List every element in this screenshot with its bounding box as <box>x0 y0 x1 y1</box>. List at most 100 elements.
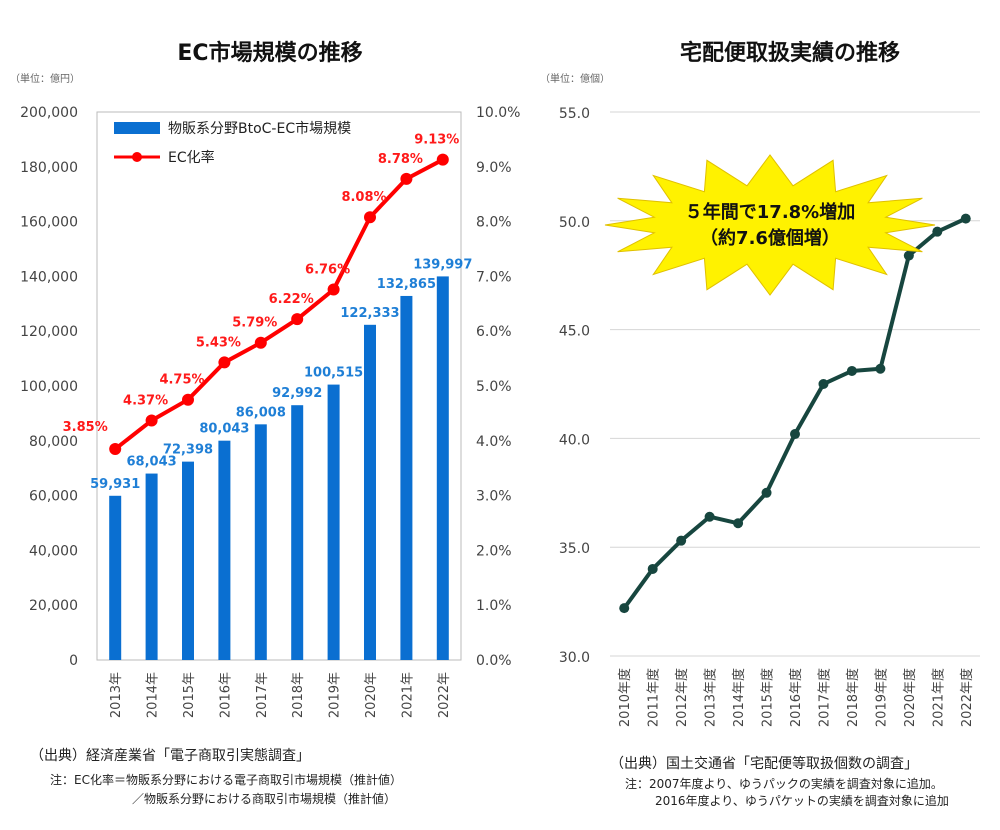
parcel-tick-label: 40.0 <box>559 432 590 448</box>
ec-rate-point <box>182 393 194 406</box>
legend-line-marker <box>132 152 142 162</box>
ec-plot-area <box>96 111 462 661</box>
parcel-note-1: 注：2007年度より、ゆうパックの実績を調査対象に追加。 <box>625 776 943 791</box>
parcel-source: （出典）国土交通省「宅配便等取扱個数の調査」 <box>610 755 918 772</box>
left-tick-label: 80,000 <box>29 434 78 450</box>
parcel-tick-label: 35.0 <box>559 541 590 557</box>
ec-rate-value: 8.08% <box>341 190 386 205</box>
right-tick-label: 9.0% <box>476 160 512 176</box>
ec-rate-value: 5.79% <box>232 316 277 331</box>
parcel-point <box>932 226 943 237</box>
burst-shape <box>604 154 936 296</box>
ec-bar <box>436 276 449 660</box>
ec-bar <box>145 473 158 660</box>
ec-market-chart: EC市場規模の推移 （単位：億円） 0 20,000 40,000 60,000 80,… <box>10 40 520 806</box>
parcel-point <box>875 363 886 374</box>
parcel-point <box>846 365 857 376</box>
left-tick-label: 20,000 <box>29 598 78 614</box>
ec-rate-value: 6.76% <box>305 263 350 278</box>
ec-left-axis: 0 20,000 40,000 60,000 80,000 100,000 120,000 1… <box>20 105 78 669</box>
parcel-point <box>676 535 687 546</box>
ec-bar <box>364 324 376 660</box>
burst-line-1: ５年間で17.8%増加 <box>685 201 855 223</box>
right-tick-label: 8.0% <box>476 215 512 231</box>
ec-rate-value: 9.13% <box>414 133 459 148</box>
ec-rate-point <box>436 153 449 166</box>
ec-x-tick: 2014年 <box>146 672 161 718</box>
parcel-point <box>903 250 914 261</box>
parcel-point <box>647 563 658 574</box>
left-tick-label: 0 <box>69 653 78 669</box>
ec-rate-point <box>364 211 376 224</box>
parcel-chart: 宅配便取扱実績の推移 （単位：億個） 30.0 35.0 40.0 45.0 50.0 5… <box>540 40 980 808</box>
left-tick-label: 40,000 <box>29 543 78 559</box>
burst-line-2: （約7.6億個増） <box>700 227 840 249</box>
ec-unit-label: （単位：億円） <box>10 72 80 85</box>
parcel-x-tick: 2015年度 <box>760 668 776 727</box>
parcel-point <box>733 518 744 529</box>
ec-bar <box>400 295 413 660</box>
parcel-note-2: 2016年度より、ゆうパケットの実績を調査対象に追加 <box>655 793 949 808</box>
ec-rate-point <box>254 336 267 349</box>
parcel-x-tick: 2010年度 <box>617 668 633 727</box>
ec-rate-polyline <box>113 157 444 451</box>
ec-x-tick: 2020年 <box>364 672 379 718</box>
left-tick-label: 180,000 <box>20 160 78 176</box>
parcel-x-tick: 2021年度 <box>930 668 946 727</box>
parcel-tick-label: 45.0 <box>559 324 590 340</box>
ec-bar-value: 86,008 <box>236 405 286 420</box>
left-tick-label: 200,000 <box>20 105 78 121</box>
parcel-tick-label: 30.0 <box>559 650 590 666</box>
parcel-polyline <box>622 216 967 610</box>
left-tick-label: 60,000 <box>29 489 78 505</box>
ec-rate-value: 3.85% <box>63 420 108 435</box>
ec-bar-value: 132,865 <box>377 277 436 292</box>
ec-x-axis: 2013年 2014年 2015年 2016年 2017年 2018年 2019年 2020年… <box>109 672 452 718</box>
ec-x-tick: 2021年 <box>400 672 415 718</box>
left-tick-label: 160,000 <box>20 215 78 231</box>
parcel-x-tick: 2014年度 <box>731 668 747 727</box>
ec-x-tick: 2018年 <box>291 672 306 718</box>
ec-x-tick: 2019年 <box>328 672 343 718</box>
ec-rate-point <box>327 283 340 296</box>
ec-x-tick: 2015年 <box>182 672 197 718</box>
parcel-point <box>818 379 829 389</box>
ec-x-tick: 2016年 <box>218 672 233 718</box>
ec-bar <box>254 424 267 660</box>
parcel-tick-label: 55.0 <box>559 106 590 122</box>
ec-bar-value: 92,992 <box>272 386 322 401</box>
ec-bar <box>182 461 194 660</box>
legend-bar-label: 物販系分野BtoC-EC市場規模 <box>168 120 351 137</box>
ec-rate-point <box>291 313 304 326</box>
ec-bar <box>218 440 231 660</box>
parcel-chart-title: 宅配便取扱実績の推移 <box>680 40 900 66</box>
ec-bar <box>327 384 340 660</box>
ec-bar-value: 59,931 <box>90 477 140 492</box>
ec-bar-value: 72,398 <box>163 443 213 458</box>
parcel-x-tick: 2012年度 <box>674 668 690 727</box>
ec-source: （出典）経済産業省「電子商取引実態調査」 <box>30 748 310 764</box>
parcel-point <box>704 511 715 522</box>
ec-note-1: 注：EC化率＝物販系分野における電子商取引市場規模（推計値） <box>50 772 402 787</box>
parcel-x-tick: 2022年度 <box>959 668 975 727</box>
ec-rate-point <box>400 172 413 185</box>
right-tick-label: 1.0% <box>476 598 512 614</box>
right-tick-label: 6.0% <box>476 324 512 340</box>
right-tick-label: 2.0% <box>476 543 512 559</box>
right-tick-label: 10.0% <box>476 105 520 121</box>
ec-rate-value: 6.22% <box>269 292 314 307</box>
parcel-y-axis: 30.0 35.0 40.0 45.0 50.0 55.0 <box>559 106 590 666</box>
growth-burst: ５年間で17.8%増加 （約7.6億個増） <box>604 154 936 296</box>
ec-rate-value: 8.78% <box>378 152 423 167</box>
parcel-x-tick: 2017年度 <box>816 668 832 727</box>
ec-legend: 物販系分野BtoC-EC市場規模 EC化率 <box>114 120 351 166</box>
parcel-line <box>619 213 971 614</box>
ec-rate-value: 5.43% <box>196 335 241 350</box>
ec-rate-value: 4.37% <box>123 394 168 409</box>
parcel-x-tick: 2011年度 <box>646 668 662 727</box>
parcel-x-tick: 2019年度 <box>873 668 889 727</box>
ec-x-tick: 2013年 <box>109 672 124 718</box>
ec-bar-value: 68,043 <box>127 455 177 470</box>
parcel-point <box>960 213 971 224</box>
